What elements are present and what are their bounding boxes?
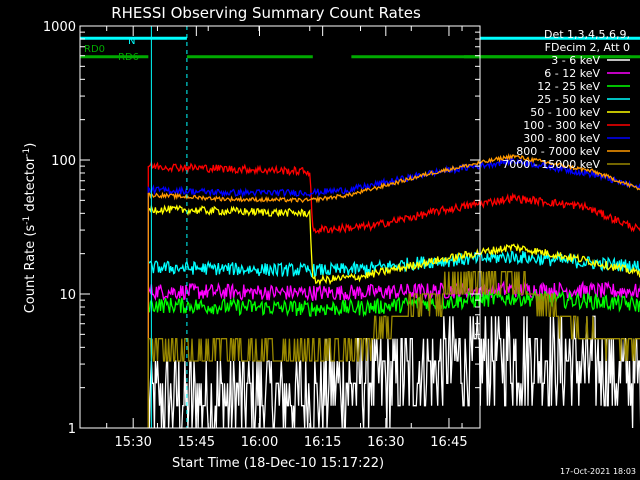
annotation-rd6: RD6 [118, 52, 139, 63]
axes-frame: 1 10 100 1000 15:30 15:45 16:00 16:15 16:30 16:45 [43, 20, 481, 450]
legend: Det 1,3,4,5,6,9,FDecim 2, Att 03 - 6 keV… [502, 28, 630, 171]
series-line-4 [147, 250, 640, 428]
y-tick-label: 1 [68, 422, 76, 437]
timestamp: 17-Oct-2021 18:03 [560, 467, 636, 476]
y-tick-label: 10 [59, 288, 76, 303]
y-axis-label-end: ) [23, 143, 38, 148]
y-axis-label-sup-1: -1 [22, 216, 32, 225]
x-tick-label: 16:15 [304, 435, 341, 450]
legend-entry-label: 7000 - 15000 keV [502, 158, 600, 171]
chart-title: RHESSI Observing Summary Count Rates [111, 4, 421, 22]
y-axis-label-sup-2: -1 [22, 148, 32, 157]
x-tick-label: 16:00 [241, 435, 278, 450]
legend-entry-label: 300 - 800 keV [523, 132, 600, 145]
y-tick-label: 100 [51, 154, 76, 169]
annotation-rd0: RD0 [84, 44, 105, 55]
y-tick-label: 1000 [43, 20, 76, 35]
legend-entry-label: 50 - 100 keV [530, 106, 600, 119]
x-axis-label: Start Time (18-Dec-10 15:17:22) [172, 456, 384, 471]
series-line-9 [147, 271, 640, 428]
y-axis-label-mid: detector [23, 156, 38, 216]
series-line-8 [147, 152, 640, 428]
x-tick-label: 15:30 [114, 435, 151, 450]
x-tick-label: 15:45 [178, 435, 215, 450]
series-line-2 [147, 280, 640, 428]
y-axis-label-main: Count Rate (s [23, 225, 38, 314]
y-axis-label: Count Rate (s-1 detector-1) [22, 143, 38, 314]
legend-entry-label: 12 - 25 keV [537, 80, 600, 93]
plot-frame [79, 25, 481, 429]
legend-entry-label: 25 - 50 keV [537, 93, 600, 106]
series-line-3 [147, 289, 640, 428]
legend-entry-label: 800 - 7000 keV [516, 145, 600, 158]
x-tick-label: 16:30 [367, 435, 404, 450]
series-line-6 [147, 160, 640, 428]
plot-area: N RD0 RD6 [80, 26, 640, 429]
legend-entry-label: 100 - 300 keV [523, 119, 600, 132]
legend-header-line: Det 1,3,4,5,6,9, [544, 28, 630, 41]
series-line-5 [147, 203, 640, 428]
legend-entry-label: 6 - 12 keV [544, 67, 600, 80]
annotation-n: N [128, 36, 135, 47]
legend-entry-label: 3 - 6 keV [551, 54, 600, 67]
legend-header-line: FDecim 2, Att 0 [545, 41, 630, 54]
series-line-7 [147, 156, 640, 428]
x-tick-label: 16:45 [430, 435, 467, 450]
